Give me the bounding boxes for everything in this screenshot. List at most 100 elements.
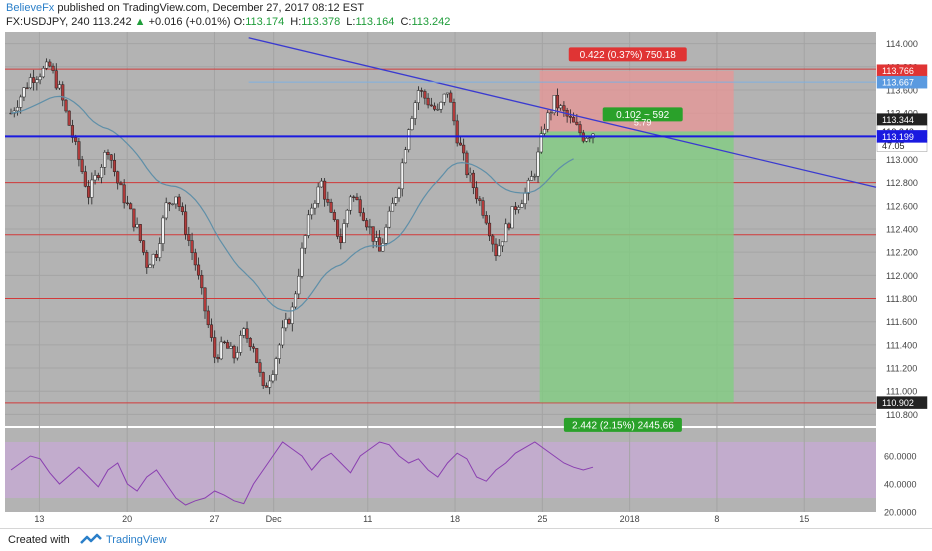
candle: [28, 77, 32, 89]
y-tick-label: 113.000: [886, 155, 918, 165]
candle: [35, 79, 39, 83]
candle: [316, 186, 320, 204]
candle: [345, 209, 349, 224]
candle: [310, 207, 314, 216]
risk-annotation[interactable]: 0.422 (0.37%) 750.18: [568, 47, 687, 62]
candle: [494, 243, 498, 257]
trend-line[interactable]: [248, 37, 877, 188]
candle: [209, 324, 214, 338]
candle: [306, 214, 311, 236]
candle: [374, 237, 378, 242]
candle: [533, 175, 537, 178]
tradingview-brand[interactable]: TradingView: [106, 534, 167, 546]
candle: [562, 105, 566, 111]
candle: [19, 96, 23, 108]
candle: [462, 144, 466, 154]
last-price: 113.242: [92, 16, 132, 28]
chart-header: BelieveFx published on TradingView.com, …: [0, 0, 932, 30]
candle: [407, 129, 411, 150]
candle: [303, 235, 307, 249]
candle: [148, 264, 152, 268]
candle: [193, 252, 197, 266]
y-tick-label: 111.400: [886, 340, 917, 350]
candle: [51, 65, 55, 71]
candle: [397, 188, 401, 199]
candle: [229, 345, 233, 349]
candle: [442, 93, 446, 103]
candle: [271, 374, 275, 382]
price-axis: [876, 30, 932, 526]
price-tag-label: 113.199: [882, 132, 914, 142]
close-value: 113.242: [411, 16, 451, 28]
candle: [164, 202, 168, 219]
candle: [429, 104, 433, 107]
candle: [119, 182, 123, 186]
rsi-tick-label: 60.0000: [884, 452, 917, 462]
entry-label-bg: [602, 107, 683, 122]
candle: [284, 319, 288, 329]
candle: [313, 203, 317, 209]
price-chart[interactable]: 114.000113.800113.600113.400113.200113.0…: [0, 30, 932, 528]
candle: [371, 226, 375, 242]
y-tick-label: 110.800: [886, 410, 918, 420]
candle: [478, 198, 482, 201]
candle: [232, 345, 236, 359]
candle: [452, 102, 456, 122]
candle: [348, 196, 353, 211]
rsi-tick-label: 20.0000: [884, 508, 917, 518]
candle: [25, 87, 29, 89]
candle: [381, 242, 385, 252]
candle: [48, 61, 52, 67]
x-tick-label: 18: [450, 514, 460, 524]
take-profit-zone[interactable]: [539, 131, 734, 403]
reward-annotation[interactable]: 2.442 (2.15%) 2445.66: [563, 417, 682, 432]
candle: [530, 176, 534, 181]
candle: [106, 152, 110, 155]
rsi-tick-label: 40.0000: [884, 480, 917, 490]
candle: [546, 112, 550, 130]
x-tick-label: 25: [537, 514, 547, 524]
symbol-label: FX:USDJPY, 240: [6, 16, 90, 28]
candle: [572, 117, 576, 123]
candle: [116, 171, 120, 184]
tradingview-logo-icon: [80, 533, 102, 544]
candle: [332, 212, 336, 220]
price-tag: [876, 130, 928, 143]
y-tick-label: 112.000: [886, 271, 918, 281]
candle: [394, 197, 398, 204]
y-tick-label: 111.000: [886, 387, 917, 397]
low-label: L:: [346, 16, 356, 28]
candle: [64, 99, 68, 112]
candle: [99, 167, 104, 178]
candle: [361, 212, 365, 221]
candle: [174, 196, 178, 205]
up-arrow-icon: ▲: [134, 16, 146, 28]
candle: [526, 180, 530, 194]
candle: [323, 180, 327, 200]
candle: [138, 224, 142, 241]
entry-label[interactable]: 0.102 ~ 592: [602, 107, 683, 122]
candle: [523, 193, 527, 205]
candle: [539, 133, 543, 153]
candle: [410, 118, 414, 130]
candle: [471, 172, 475, 188]
candle: [203, 287, 207, 312]
candle: [536, 151, 540, 177]
candle: [38, 76, 42, 81]
candle: [213, 337, 217, 358]
high-value: 113.378: [301, 16, 341, 28]
candle: [196, 264, 201, 276]
candle: [445, 92, 450, 95]
candle: [239, 335, 243, 353]
candle: [245, 328, 249, 339]
candle: [70, 125, 74, 138]
candle: [420, 90, 424, 92]
candle: [481, 200, 485, 216]
candle: [171, 203, 175, 205]
candle: [300, 247, 304, 277]
candle: [61, 84, 65, 101]
y-tick-label: 112.400: [886, 225, 918, 235]
author-name[interactable]: BelieveFx: [6, 2, 55, 14]
candle: [575, 121, 579, 125]
candle: [132, 208, 136, 228]
